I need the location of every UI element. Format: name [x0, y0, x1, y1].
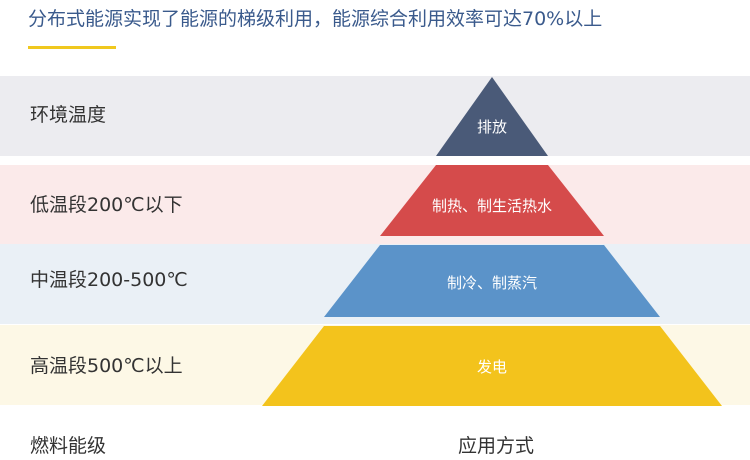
pyramid-tier-emission [436, 77, 548, 156]
title-underline [28, 46, 116, 49]
tier-label-cooling: 制冷、制蒸汽 [446, 274, 538, 292]
band-label-ambient: 环境温度 [30, 104, 107, 126]
tier-label-power: 发电 [476, 358, 508, 376]
band-ambient [0, 76, 750, 156]
band-label-low-temp: 低温段200℃以下 [30, 194, 183, 216]
pyramid-tier-cooling [324, 245, 660, 317]
page-title: 分布式能源实现了能源的梯级利用，能源综合利用效率可达70%以上 [28, 8, 603, 30]
band-low-temp [0, 165, 750, 245]
band-label-mid-temp: 中温段200-500℃ [30, 269, 188, 291]
pyramid-tier-heating [380, 165, 604, 236]
tier-label-emission: 排放 [476, 118, 508, 136]
footer-label-fuel-level: 燃料能级 [30, 435, 107, 457]
band-label-high-temp: 高温段500℃以上 [30, 355, 183, 377]
tier-label-heating: 制热、制生活热水 [431, 197, 553, 215]
footer-label-application: 应用方式 [458, 435, 535, 457]
pyramid-tier-power [262, 326, 722, 406]
